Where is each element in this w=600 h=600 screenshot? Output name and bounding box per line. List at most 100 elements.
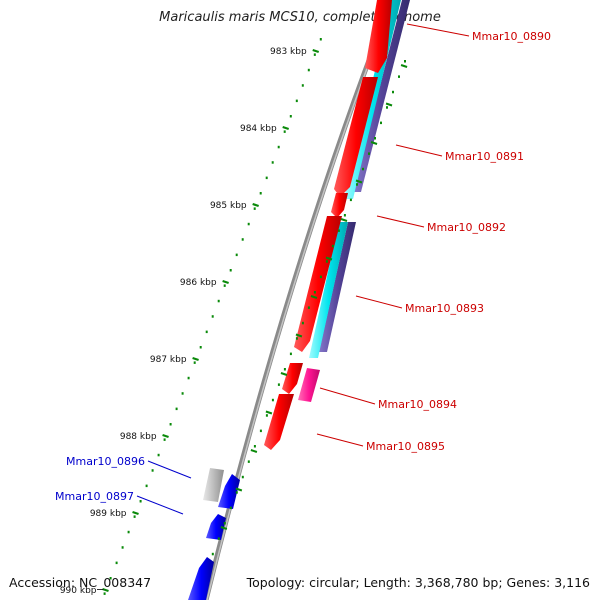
ruler-tick-mark [220, 526, 228, 530]
ruler-dot [362, 167, 364, 171]
ruler-dot [259, 429, 262, 433]
ruler-dot [235, 491, 238, 494]
ruler-dot [392, 90, 394, 94]
ruler-dot [265, 176, 268, 180]
ruler-tick-mark [295, 333, 303, 338]
ruler-dot [241, 238, 244, 241]
ruler-dot [145, 484, 148, 488]
ruler-dot [187, 376, 190, 380]
ruler-dot [283, 130, 286, 133]
ruler-dot [289, 352, 292, 356]
gene-label-mmar10-0895[interactable]: Mmar10_0895 [366, 440, 445, 453]
ruler-dot [313, 291, 316, 294]
reverse-gene-arrow[interactable] [206, 514, 226, 540]
kbp-tick-mark [222, 279, 229, 285]
gene-label-mmar10-0892[interactable]: Mmar10_0892 [427, 221, 506, 234]
ruler-dot [247, 222, 250, 226]
ruler-dot [319, 38, 322, 41]
gene-callout-line [136, 495, 184, 515]
ruler-dot [277, 383, 280, 386]
kbp-tick-mark [192, 356, 199, 362]
gene-label-mmar10-0894[interactable]: Mmar10_0894 [378, 398, 457, 411]
gene-label-mmar10-0890[interactable]: Mmar10_0890 [472, 30, 551, 43]
gene-callout-line [376, 215, 425, 228]
ruler-dot [398, 75, 400, 78]
gene-arrow-mmar10-0897[interactable] [218, 474, 240, 509]
ruler-dot [241, 475, 244, 479]
ruler-dot [368, 152, 370, 155]
kbp-tick-label: 986 kbp [180, 278, 217, 288]
ruler-dot [175, 407, 178, 411]
gene-callout-line [319, 387, 376, 405]
ruler-dot [337, 229, 340, 232]
gene-callout-line [406, 23, 470, 37]
kbp-tick-mark [282, 125, 290, 131]
ruler-dot [301, 321, 304, 325]
ruler-dot [289, 115, 292, 118]
ruler-dot [217, 537, 220, 540]
purple-feature-track [353, 0, 410, 192]
ruler-dot [319, 275, 322, 279]
kbp-tick-mark [312, 48, 320, 54]
gene-arrow-mmar10-0890[interactable] [365, 0, 392, 73]
ruler-tick-mark [370, 141, 378, 145]
ruler-dot [259, 192, 262, 195]
ruler-dot [139, 500, 142, 503]
ruler-tick-mark [280, 372, 288, 376]
ruler-dot [374, 137, 376, 140]
kbp-tick-mark [252, 202, 259, 208]
ruler-dot [307, 68, 310, 72]
ruler-tick-mark [340, 218, 348, 222]
gene-arrow-mmar10-0894[interactable] [282, 363, 303, 394]
gene-label-mmar10-0893[interactable]: Mmar10_0893 [405, 302, 484, 315]
gene-callout-line [355, 295, 403, 309]
ruler-tick-mark [400, 64, 408, 68]
ruler-dot [253, 207, 256, 210]
genome-title: Maricaulis maris MCS10, complete genome [159, 10, 441, 25]
ruler-dot [115, 561, 118, 565]
ruler-dot [307, 306, 310, 309]
ruler-dot [223, 284, 226, 287]
ruler-dot [181, 392, 184, 395]
accession-label: Accession: NC_008347 [9, 575, 152, 590]
ruler-dot [109, 577, 112, 580]
ruler-dot [380, 121, 382, 125]
ruler-dot [404, 60, 406, 63]
ruler-dot [211, 552, 214, 556]
ruler-dot [229, 506, 232, 510]
ruler-dot [193, 361, 196, 364]
ruler-tick-mark [265, 410, 273, 415]
gene-label-mmar10-0896[interactable]: Mmar10_0896 [66, 455, 145, 468]
ruler-dot [343, 214, 346, 217]
ruler-dot [247, 460, 250, 463]
ruler-dot [151, 469, 154, 472]
kbp-tick-label: 983 kbp [270, 47, 307, 57]
ruler-dot [253, 445, 256, 448]
gene-callouts: Mmar10_0890 Mmar10_0891 Mmar10_0892 Mmar10_… [55, 23, 551, 515]
ruler-dot [313, 53, 316, 56]
ruler-dot [283, 368, 286, 371]
kbp-tick-label: 990 kbp [60, 586, 97, 596]
magenta-feature [298, 368, 320, 402]
ruler-dot [229, 269, 232, 272]
gene-arrow-mmar10-0895[interactable] [264, 394, 294, 450]
cyan-feature-track [309, 222, 348, 358]
gene-label-mmar10-0897[interactable]: Mmar10_0897 [55, 490, 134, 503]
gene-arrow-mmar10-0891[interactable] [334, 77, 378, 197]
ruler-dot [199, 346, 202, 349]
ruler-tick-mark [385, 102, 393, 107]
ruler-tick-mark [310, 295, 318, 299]
ruler-dot [205, 330, 208, 334]
kbp-tick-mark [102, 587, 109, 593]
ruler-dot [295, 337, 298, 340]
gene-arrow-mmar10-0896[interactable] [203, 468, 224, 502]
ruler-tick-mark [235, 487, 243, 492]
gene-label-mmar10-0891[interactable]: Mmar10_0891 [445, 150, 524, 163]
ruler-dot [271, 398, 274, 402]
ruler-dot [133, 515, 136, 518]
gene-arrow-mmar10-0892[interactable] [331, 193, 348, 218]
ruler-dot [103, 592, 106, 595]
gene-arrow-mmar10-0893[interactable] [294, 216, 342, 352]
reverse-gene-arrow[interactable] [188, 557, 214, 600]
